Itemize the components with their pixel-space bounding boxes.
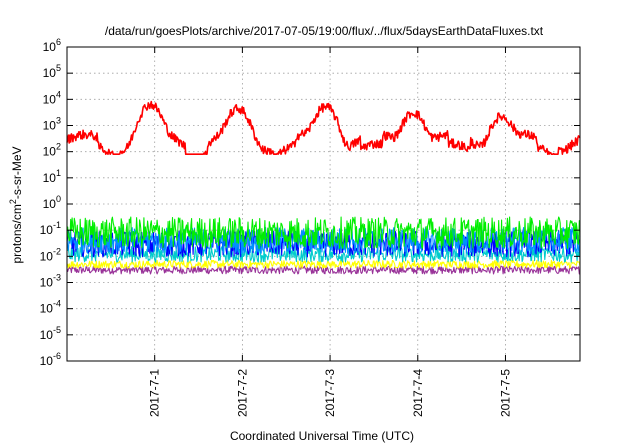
y-tick-label: 103 [43, 116, 61, 133]
y-tick-label: 10-3 [40, 273, 61, 290]
series-line [66, 216, 581, 249]
y-tick-label: 10-5 [40, 325, 61, 342]
y-axis-label: protons/cm2-s-sr-MeV [8, 146, 24, 263]
y-tick-label: 10-2 [40, 246, 61, 263]
series-line [66, 230, 581, 258]
x-tick-label: 2017-7-2 [235, 369, 249, 417]
x-tick-label: 2017-7-1 [148, 369, 162, 417]
y-tick-label: 10-4 [40, 299, 61, 316]
y-tick-label: 100 [43, 194, 61, 211]
series-line [66, 100, 581, 155]
x-tick-label: 2017-7-5 [498, 369, 512, 417]
chart-title: /data/run/goesPlots/archive/2017-07-05/1… [105, 24, 544, 38]
grid [67, 47, 580, 361]
x-tick-label: 2017-7-3 [323, 369, 337, 417]
y-tick-label: 105 [43, 63, 61, 80]
series-layer [66, 100, 581, 275]
x-tick-label: 2017-7-4 [411, 369, 425, 417]
x-tick-labels: 2017-7-1 2017-7-2 2017-7-3 2017-7-4 2017-7-5 [148, 369, 513, 417]
series-line [66, 259, 581, 269]
y-tick-label: 10-1 [40, 220, 61, 237]
series-line [66, 265, 580, 275]
axis-ticks [67, 46, 580, 362]
y-tick-labels: 10-6 10-5 10-4 10-3 10-2 10-1 100 101 102 103 104 1… [40, 37, 61, 368]
y-tick-label: 106 [43, 37, 61, 54]
y-tick-label: 101 [43, 168, 61, 185]
x-axis-label: Coordinated Universal Time (UTC) [230, 429, 414, 443]
y-tick-label: 102 [43, 142, 61, 159]
y-tick-label: 10-6 [40, 351, 61, 368]
y-tick-label: 104 [43, 89, 61, 106]
